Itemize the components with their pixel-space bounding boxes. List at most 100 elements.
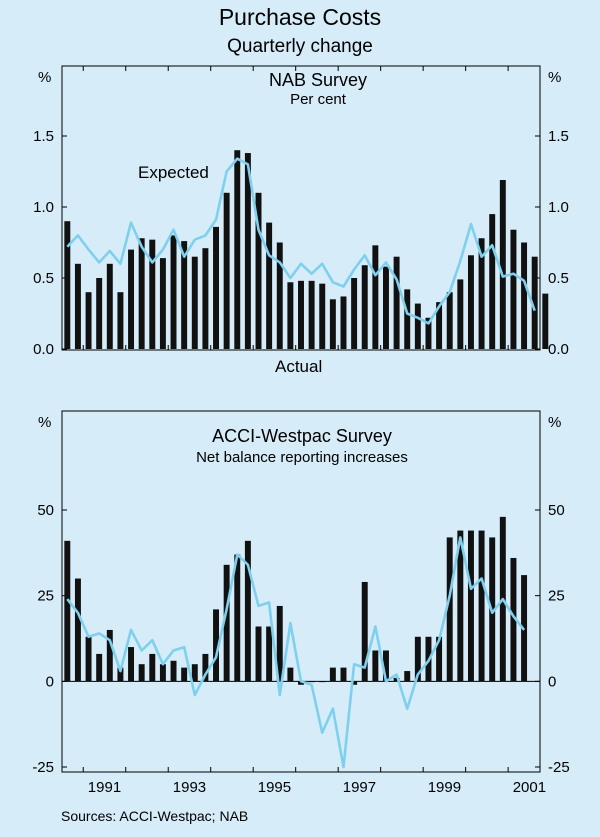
nab-bar — [467, 255, 474, 349]
bottom-right-unit: % — [548, 414, 561, 431]
acci-ytick-label-right: -25 — [548, 759, 570, 776]
chart-subtitle: Quarterly change — [227, 36, 373, 57]
nab-bar — [117, 292, 124, 349]
acci-bar — [159, 664, 166, 682]
xtick-label: 1993 — [173, 779, 206, 796]
nab-bar — [96, 278, 103, 349]
nab-plot-frame — [61, 65, 541, 351]
nab-bar — [159, 258, 166, 349]
nab-bar — [340, 296, 347, 349]
nab-bar — [457, 279, 464, 349]
acci-bar — [223, 564, 230, 682]
acci-bar — [510, 557, 517, 682]
nab-bar — [106, 263, 113, 349]
acci-bar — [96, 653, 103, 682]
nab-ytick-label-left: 1.0 — [33, 199, 54, 216]
nab-ytick-label-left: 1.5 — [33, 128, 54, 145]
nab-bar — [298, 280, 304, 349]
bottom-panel-title: ACCI-Westpac Survey — [212, 426, 392, 446]
nab-bar — [234, 150, 241, 349]
acci-bar — [446, 537, 453, 682]
chart-title: Purchase Costs — [218, 4, 382, 30]
acci-bar — [372, 650, 379, 682]
acci-ytick-label-left: 50 — [37, 502, 54, 519]
xtick-label: 1991 — [88, 779, 121, 796]
acci-bar — [64, 540, 71, 682]
acci-bar — [117, 667, 124, 682]
acci-bar — [181, 667, 188, 682]
nab-bar — [223, 192, 230, 349]
nab-bar — [521, 242, 528, 349]
acci-bar — [213, 609, 219, 682]
nab-bar — [329, 299, 336, 349]
nab-bar — [499, 180, 506, 349]
source-note: Sources: ACCI-Westpac; NAB — [61, 808, 249, 824]
nab-ytick-label-right: 1.0 — [548, 199, 569, 216]
top-panel-subtitle: Per cent — [290, 91, 347, 108]
nab-ytick-label-right: 0.0 — [548, 341, 569, 358]
nab-bar — [244, 153, 251, 349]
acci-bar — [361, 581, 368, 682]
nab-bar — [414, 303, 421, 349]
top-right-unit: % — [548, 69, 561, 86]
acci-bar — [308, 681, 315, 683]
nab-bar — [542, 293, 549, 349]
acci-bar — [106, 629, 113, 682]
nab-ytick-label-right: 0.5 — [548, 270, 569, 287]
acci-bar — [287, 667, 294, 682]
top-left-unit: % — [38, 69, 51, 86]
acci-bar — [255, 626, 262, 682]
acci-ytick-label-left: -25 — [32, 759, 54, 776]
acci-plot-frame — [61, 410, 541, 773]
acci-bar — [340, 667, 347, 682]
expected-label: Expected — [138, 163, 209, 182]
acci-ytick-label-right: 50 — [548, 502, 565, 519]
nab-ytick-label-left: 0.5 — [33, 270, 54, 287]
acci-bar — [457, 530, 464, 682]
nab-bar — [191, 256, 198, 349]
nab-bar — [361, 265, 368, 349]
nab-bar — [446, 292, 453, 349]
acci-bar — [202, 653, 209, 682]
acci-bar — [351, 681, 358, 685]
nab-ytick-label-right: 1.5 — [548, 128, 569, 145]
nab-bar — [170, 235, 177, 349]
nab-bar — [404, 289, 411, 349]
acci-bar — [191, 664, 198, 682]
nab-bar — [510, 229, 517, 349]
acci-bar — [234, 554, 241, 682]
acci-bar — [244, 540, 251, 682]
nab-bar — [266, 222, 273, 349]
xtick-label: 1997 — [343, 779, 376, 796]
nab-bar — [436, 302, 443, 349]
nab-ytick-label-left: 0.0 — [33, 341, 54, 358]
nab-bar — [351, 278, 358, 349]
acci-bar — [329, 667, 336, 682]
nab-bar — [85, 292, 92, 349]
acci-bar — [85, 636, 92, 682]
bottom-panel-subtitle: Net balance reporting increases — [196, 449, 408, 466]
nab-bar — [138, 238, 145, 349]
nab-bar — [202, 248, 209, 349]
acci-bar — [478, 530, 485, 682]
acci-bar — [436, 636, 443, 682]
nab-bar — [255, 192, 262, 349]
acci-bar — [383, 650, 389, 682]
nab-bar — [74, 263, 81, 349]
acci-bar — [170, 660, 177, 682]
nab-bar — [478, 238, 485, 349]
xtick-label: 1999 — [428, 779, 461, 796]
nab-bar — [287, 282, 294, 349]
nab-bar — [213, 226, 219, 349]
acci-ytick-label-left: 0 — [46, 673, 54, 690]
acci-bar — [138, 664, 145, 682]
nab-bar — [489, 214, 496, 349]
acci-ytick-label-left: 25 — [37, 588, 54, 605]
nab-bar — [372, 245, 379, 349]
acci-bar — [276, 605, 283, 682]
nab-bar — [531, 256, 538, 349]
acci-bar — [266, 626, 273, 682]
nab-expected-line — [66, 157, 536, 325]
nab-bar — [383, 266, 389, 349]
